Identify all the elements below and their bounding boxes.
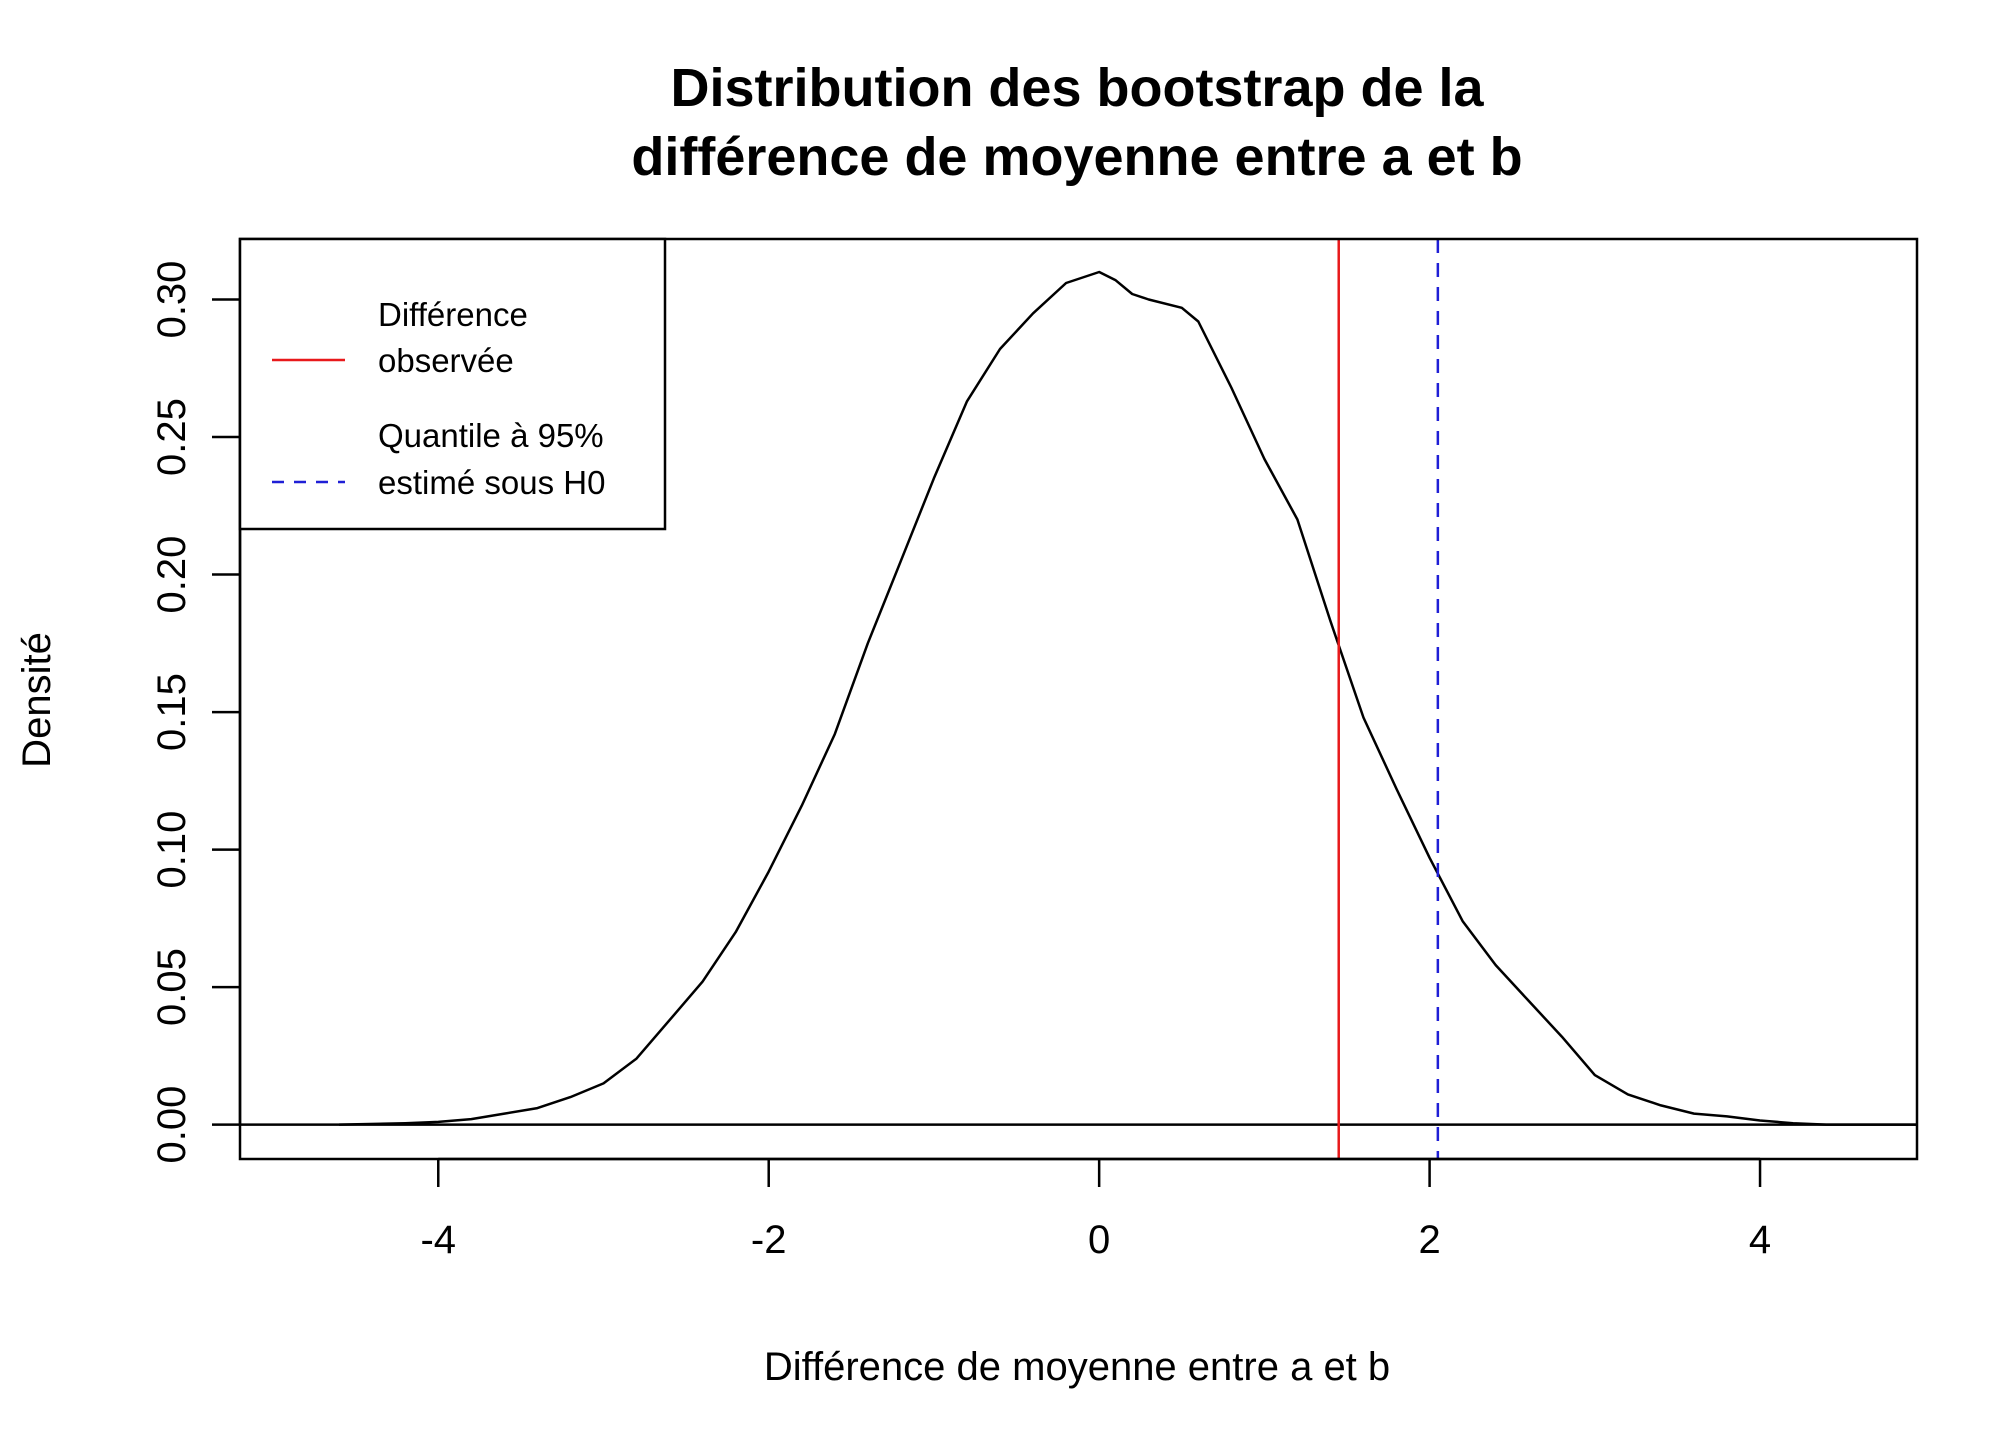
x-tick-label: 0 xyxy=(1088,1218,1110,1262)
legend-label-observed-2: observée xyxy=(378,342,514,379)
legend-label-quantile-1: Quantile à 95% xyxy=(378,417,604,454)
chart-title-line-1: Distribution des bootstrap de la xyxy=(670,58,1484,118)
y-axis: 0.00 0.05 0.10 0.15 0.20 0.25 0.30 xyxy=(150,261,242,1164)
x-axis-label: Différence de moyenne entre a et b xyxy=(764,1345,1390,1389)
x-tick-label: 2 xyxy=(1418,1218,1440,1262)
x-axis: -4 -2 0 2 4 xyxy=(420,1157,1771,1262)
x-tick-label: -2 xyxy=(751,1218,787,1262)
y-tick-label: 0.15 xyxy=(150,673,194,751)
x-tick-label: -4 xyxy=(420,1218,456,1262)
density-curve-0 xyxy=(339,270,1917,1126)
y-axis-label: Densité xyxy=(15,632,59,768)
legend-label-observed-1: Différence xyxy=(378,296,528,333)
y-tick-label: 0.05 xyxy=(150,948,194,1026)
y-tick-label: 0.00 xyxy=(150,1086,194,1164)
y-tick-label: 0.25 xyxy=(150,398,194,476)
y-tick-label: 0.20 xyxy=(150,536,194,614)
chart-title: Distribution des bootstrap de la différe… xyxy=(631,58,1522,187)
y-tick-label: 0.10 xyxy=(150,811,194,889)
legend-label-quantile-2: estimé sous H0 xyxy=(378,464,605,501)
y-tick-label: 0.30 xyxy=(150,261,194,339)
plot-content xyxy=(240,239,1917,1159)
x-tick-label: 4 xyxy=(1749,1218,1771,1262)
legend: Différence observée Quantile à 95% estim… xyxy=(238,237,667,531)
chart-title-line-2: différence de moyenne entre a et b xyxy=(631,127,1522,187)
legend-box xyxy=(238,237,667,531)
